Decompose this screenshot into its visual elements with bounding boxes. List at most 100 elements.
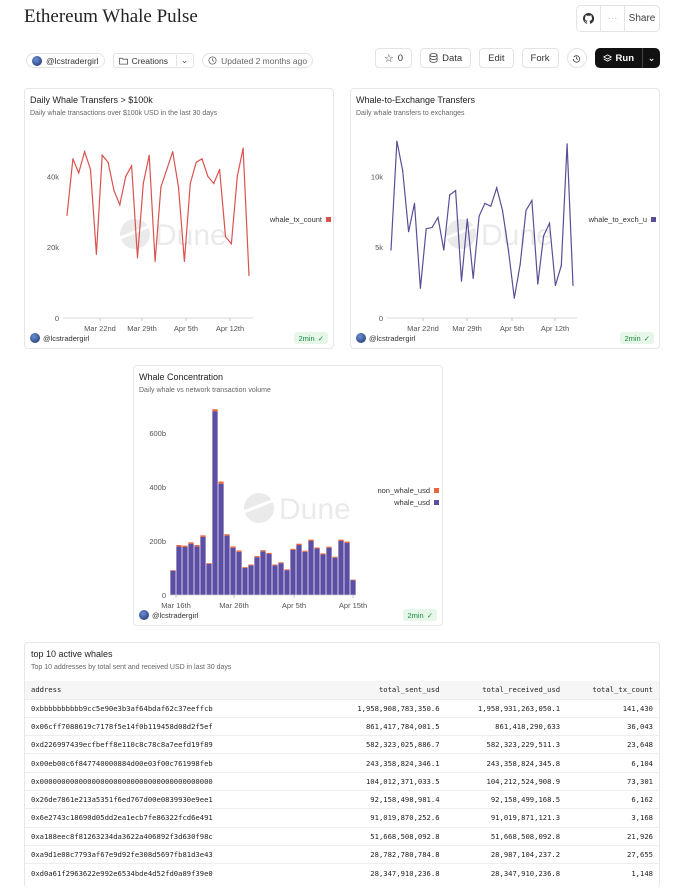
table-subtitle: Top 10 addresses by total sent and recei… bbox=[31, 664, 232, 671]
value-cell: 582,323,025,886.7 bbox=[325, 735, 446, 754]
watermark-logo bbox=[244, 493, 274, 523]
history-icon bbox=[572, 54, 581, 63]
data-point bbox=[66, 214, 68, 216]
author-pill[interactable]: @lcstradergirl bbox=[26, 53, 105, 68]
y-tick-label: 40k bbox=[47, 172, 59, 181]
bar-non-whale bbox=[332, 556, 338, 558]
dune-watermark: Dune bbox=[445, 219, 553, 252]
data-point bbox=[519, 263, 521, 265]
data-point bbox=[125, 175, 127, 178]
data-point bbox=[213, 182, 215, 185]
data-point bbox=[78, 172, 80, 174]
watermark-logo-curve bbox=[243, 498, 275, 514]
bar-whale bbox=[272, 565, 278, 595]
bar-whale bbox=[200, 536, 206, 595]
bar-whale bbox=[254, 557, 260, 595]
avatar bbox=[139, 610, 149, 620]
data-point bbox=[142, 182, 144, 185]
value-cell: 243,358,824,345.8 bbox=[445, 753, 567, 773]
data-point bbox=[408, 231, 410, 233]
chart-card-exchange: Whale-to-Exchange Transfers Daily whale … bbox=[350, 88, 660, 349]
column-header[interactable]: total_sent_usd bbox=[325, 681, 446, 699]
data-label: Data bbox=[442, 52, 463, 64]
star-button[interactable]: ☆ 0 bbox=[374, 48, 413, 68]
table-row: 0xd0a61f2963622e992e6534bde4d52fd0a89f39… bbox=[25, 863, 659, 882]
table-row: 0x6e2743c18690d05dd2ea1ecb7fe86322fcd6e4… bbox=[25, 808, 659, 828]
run-dropdown[interactable]: ⌄ bbox=[642, 48, 660, 68]
bar-non-whale bbox=[254, 556, 260, 558]
y-tick-label: 5k bbox=[375, 243, 383, 252]
data-point bbox=[560, 265, 562, 267]
address-cell: 0xa188eec8f81263234da3622a406892f3d630f9… bbox=[25, 826, 325, 846]
value-cell: 3,168 bbox=[566, 808, 659, 828]
bar-whale bbox=[326, 547, 332, 595]
bar-non-whale bbox=[344, 541, 350, 543]
run-button[interactable]: Run ⌄ bbox=[594, 48, 660, 68]
data-point bbox=[460, 280, 463, 282]
chart-author[interactable]: @lcstradergirl bbox=[152, 610, 199, 620]
chart-title: Whale-to-Exchange Transfers bbox=[356, 95, 476, 105]
table-header-row: address total_sent_usd total_received_us… bbox=[25, 681, 659, 699]
data-point bbox=[207, 175, 209, 178]
bar-non-whale bbox=[314, 547, 320, 549]
bar-whale bbox=[266, 553, 272, 595]
address-cell: 0xd226997439ecfbeff8e110c8c78c8a7eefd19f… bbox=[25, 735, 325, 754]
data-point bbox=[413, 202, 416, 204]
chart-author[interactable]: @lcstradergirl bbox=[43, 333, 90, 343]
bar-non-whale bbox=[230, 546, 236, 548]
more-button[interactable]: ··· bbox=[601, 6, 625, 31]
data-point bbox=[119, 204, 121, 206]
chevron-down-icon[interactable]: ⌄ bbox=[175, 55, 188, 66]
watermark-logo bbox=[446, 219, 476, 249]
bar-non-whale bbox=[242, 567, 248, 568]
data-point bbox=[425, 228, 427, 230]
history-button[interactable] bbox=[566, 48, 587, 68]
data-point bbox=[513, 297, 515, 299]
data-point bbox=[478, 215, 480, 217]
data-button[interactable]: Data bbox=[420, 48, 472, 68]
bar-whale bbox=[284, 570, 290, 595]
chart-author[interactable]: @lcstradergirl bbox=[369, 333, 416, 343]
table-row: 0x26de7861e213a5351f6ed767d00e0839930e9e… bbox=[25, 789, 659, 809]
bar-non-whale bbox=[260, 550, 266, 552]
data-point bbox=[177, 186, 180, 188]
chart-subtitle: Daily whale transactions over $100k USD … bbox=[30, 110, 218, 117]
value-cell: 6,104 bbox=[566, 753, 659, 773]
folder-pill[interactable]: Creations ⌄ bbox=[112, 53, 195, 68]
y-tick-label: 0 bbox=[55, 314, 59, 323]
data-point bbox=[130, 165, 133, 167]
data-point bbox=[390, 249, 392, 251]
dune-watermark: Dune bbox=[243, 493, 351, 526]
database-icon bbox=[429, 53, 438, 63]
column-header[interactable]: total_tx_count bbox=[566, 681, 659, 699]
edit-button[interactable]: Edit bbox=[479, 48, 514, 68]
value-cell: 28,347,910,236.8 bbox=[325, 863, 446, 882]
data-point bbox=[166, 168, 168, 170]
chart-title: Daily Whale Transfers > $100k bbox=[30, 95, 153, 105]
github-button[interactable] bbox=[577, 6, 601, 31]
value-cell: 6,162 bbox=[566, 789, 659, 809]
bar-non-whale bbox=[320, 553, 326, 555]
column-header[interactable]: total_received_usd bbox=[445, 681, 567, 699]
table-row: 0xa9d1e08c7793af67e9d92fe308d5697fb81d3e… bbox=[25, 844, 659, 864]
watermark-logo-curve bbox=[119, 224, 151, 240]
data-point bbox=[496, 187, 498, 189]
data-point bbox=[431, 226, 433, 229]
column-header[interactable]: address bbox=[25, 681, 325, 699]
bar-whale bbox=[344, 542, 350, 595]
share-button[interactable]: Share bbox=[628, 13, 656, 24]
data-point bbox=[572, 284, 574, 287]
data-point bbox=[113, 190, 115, 192]
chevron-down-icon: ⌄ bbox=[647, 52, 656, 63]
badge-text: 2min bbox=[298, 333, 315, 343]
legend-swatch bbox=[326, 217, 331, 222]
run-main[interactable]: Run bbox=[595, 48, 642, 68]
value-cell: 104,212,524,908.9 bbox=[445, 771, 567, 791]
chart-card-concentration: Whale Concentration Daily whale vs netwo… bbox=[133, 365, 443, 626]
fork-button[interactable]: Fork bbox=[521, 48, 559, 68]
bar-whale bbox=[194, 546, 200, 595]
watermark-text: Dune bbox=[155, 219, 227, 252]
x-tick-label: Mar 29th bbox=[127, 324, 157, 333]
value-cell: 1,958,908,783,350.6 bbox=[325, 698, 446, 718]
data-point bbox=[507, 249, 510, 251]
